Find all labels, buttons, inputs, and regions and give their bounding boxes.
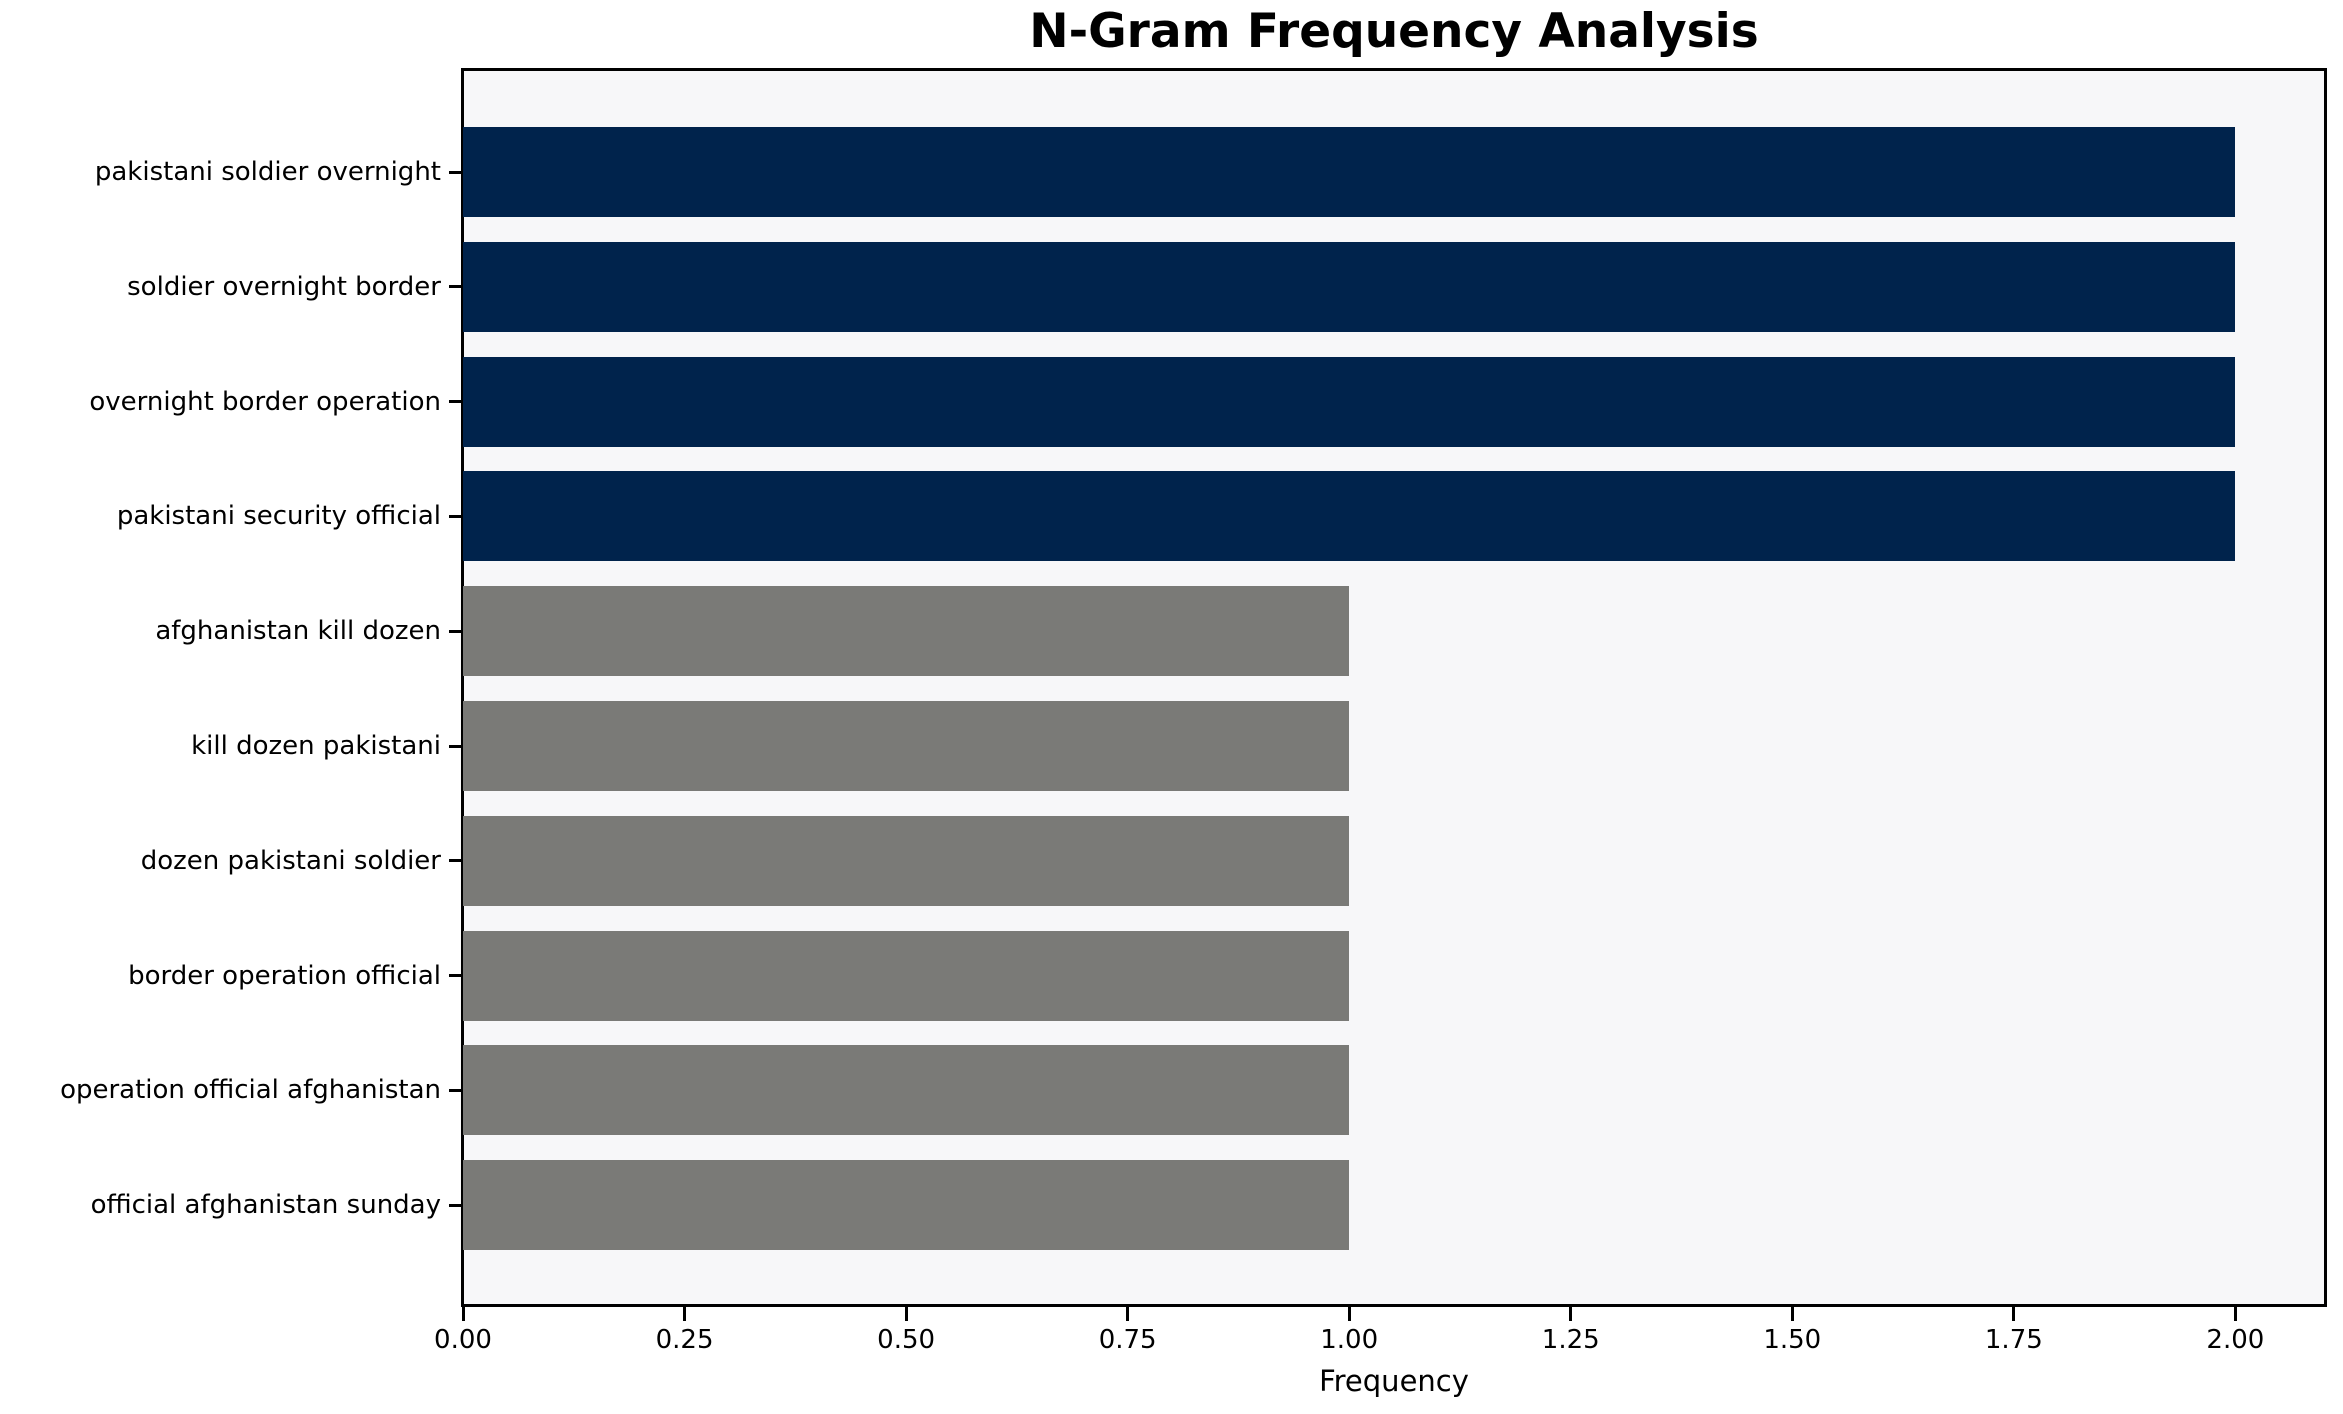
y-tick-label: kill dozen pakistani xyxy=(191,731,441,761)
x-axis-label: Frequency xyxy=(1319,1364,1469,1398)
x-tick xyxy=(1790,1307,1794,1321)
bar xyxy=(463,1045,1350,1136)
y-tick xyxy=(449,514,463,518)
y-tick-label: pakistani security official xyxy=(116,501,441,532)
y-tick xyxy=(449,285,463,289)
x-tick xyxy=(2233,1307,2237,1321)
bar xyxy=(463,127,2236,217)
y-tick-label: official afghanistan sunday xyxy=(90,1190,441,1221)
x-tick xyxy=(2012,1307,2016,1321)
x-tick xyxy=(1126,1307,1130,1321)
x-tick xyxy=(461,1307,465,1321)
x-tick-label: 2.00 xyxy=(2206,1325,2265,1355)
y-tick-label: operation official afghanistan xyxy=(60,1075,441,1106)
x-tick xyxy=(904,1307,908,1321)
y-tick xyxy=(449,629,463,633)
bar xyxy=(463,1160,1350,1251)
y-tick-label: pakistani soldier overnight xyxy=(94,157,441,187)
y-tick-label: soldier overnight border xyxy=(127,271,441,302)
x-tick-label: 0.25 xyxy=(655,1325,714,1355)
bar xyxy=(463,701,1350,791)
y-tick-label: overnight border operation xyxy=(89,386,441,417)
y-tick xyxy=(449,859,463,863)
x-tick-label: 1.50 xyxy=(1763,1325,1822,1355)
y-tick xyxy=(449,400,463,404)
x-tick-label: 1.25 xyxy=(1541,1325,1600,1355)
x-tick-label: 0.50 xyxy=(877,1325,936,1355)
bar xyxy=(463,356,2236,447)
y-tick xyxy=(449,1203,463,1207)
x-tick-label: 1.00 xyxy=(1320,1325,1379,1355)
y-tick xyxy=(449,170,463,174)
bar xyxy=(463,930,1350,1021)
bar xyxy=(463,471,2236,562)
x-tick xyxy=(1347,1307,1351,1321)
x-tick-label: 0.75 xyxy=(1098,1325,1157,1355)
y-tick xyxy=(449,974,463,978)
x-tick-label: 1.75 xyxy=(1984,1325,2043,1355)
chart-title: N-Gram Frequency Analysis xyxy=(1029,4,1759,59)
bar xyxy=(463,241,2236,332)
x-tick xyxy=(683,1307,687,1321)
y-tick xyxy=(449,1088,463,1092)
y-tick-label: dozen pakistani soldier xyxy=(140,845,441,876)
x-tick-label: 0.00 xyxy=(434,1325,492,1355)
x-tick xyxy=(1569,1307,1573,1321)
y-tick xyxy=(449,744,463,748)
y-tick-label: border operation official xyxy=(128,960,441,991)
bar xyxy=(463,586,1350,677)
bar xyxy=(463,815,1350,906)
y-tick-label: afghanistan kill dozen xyxy=(155,616,441,647)
